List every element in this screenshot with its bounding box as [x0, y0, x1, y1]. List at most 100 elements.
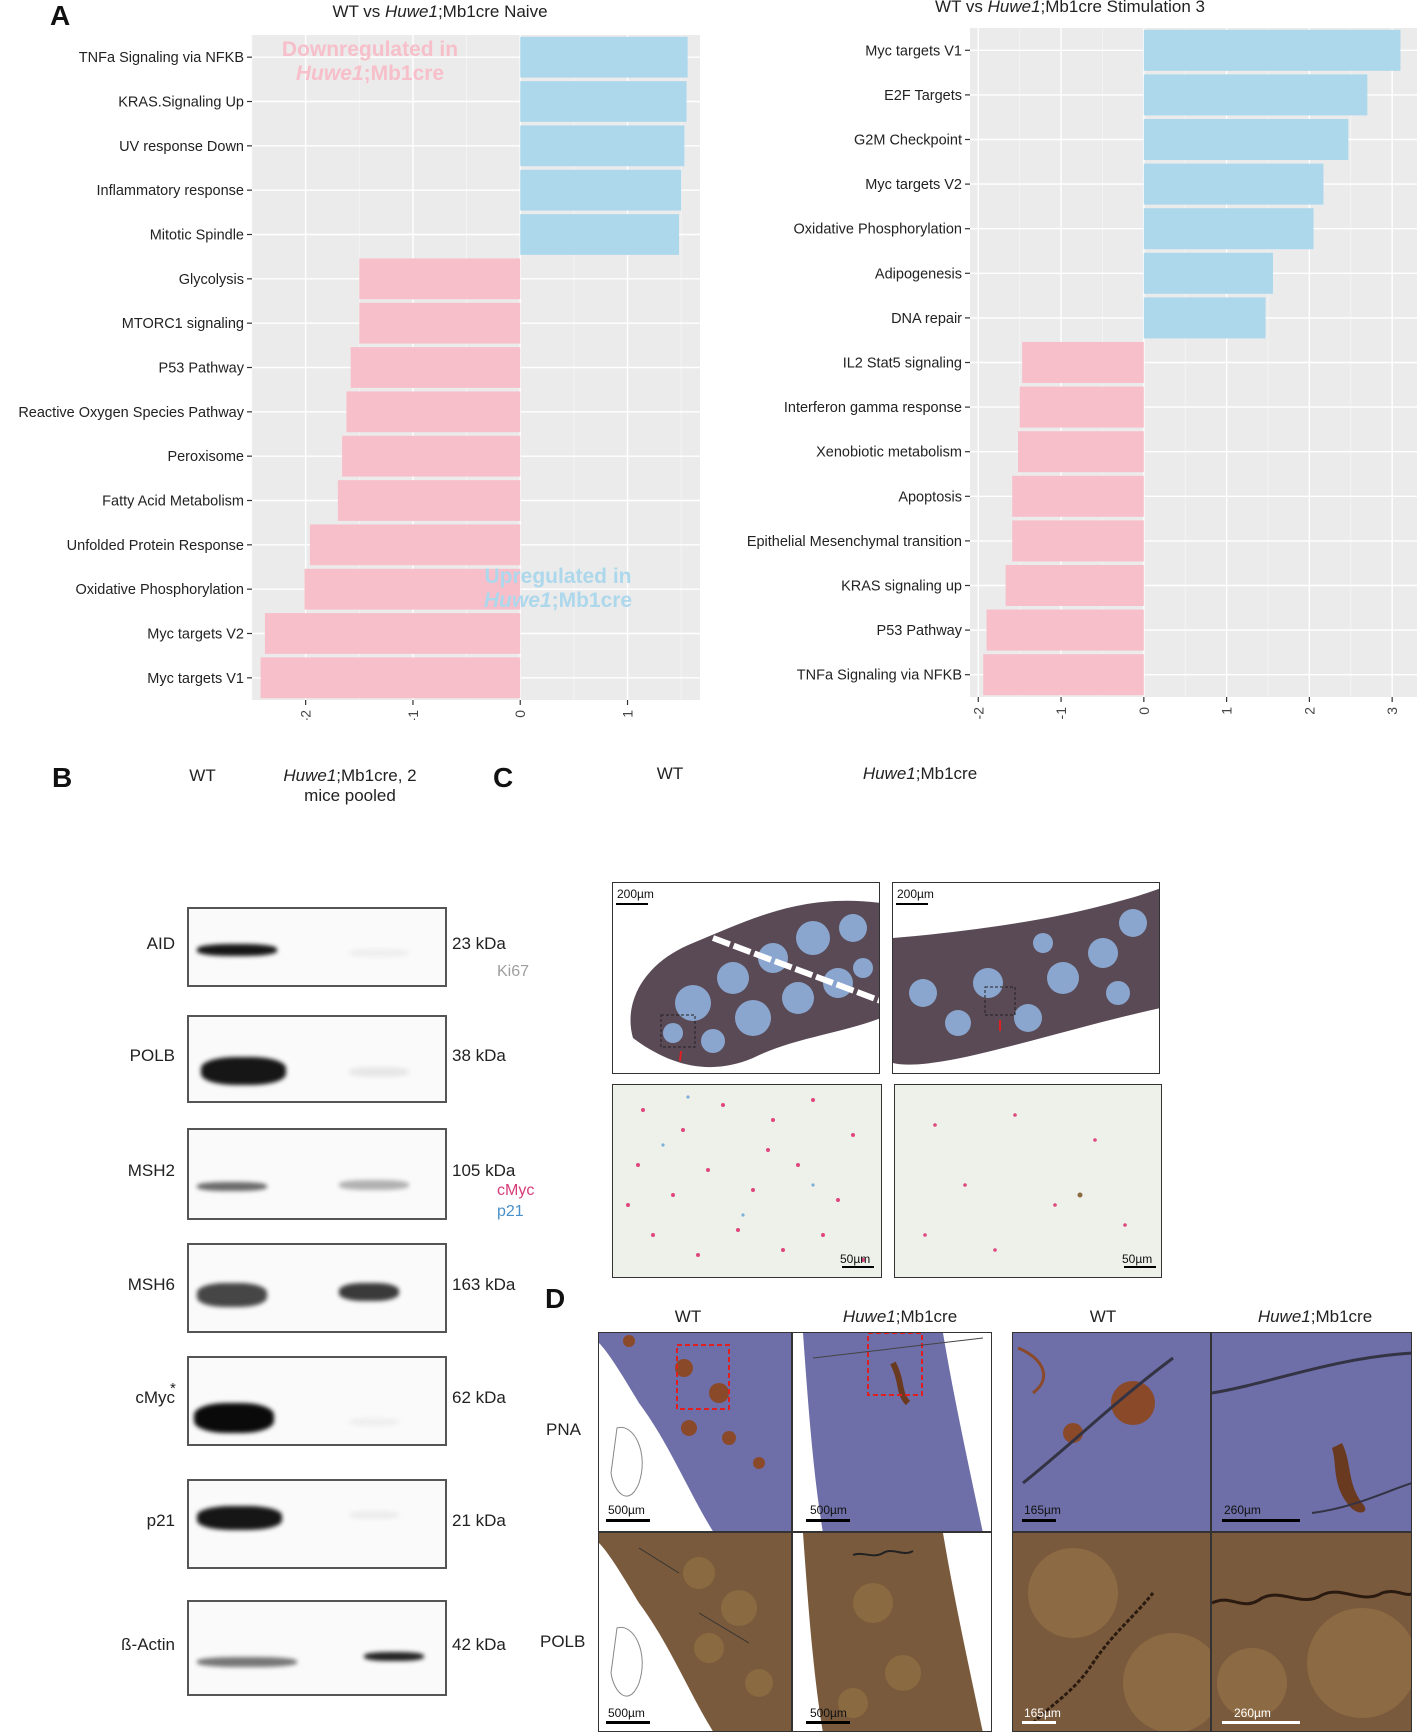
annotation-text: Downregulated in [281, 38, 459, 61]
category-label: Glycolysis [179, 272, 244, 288]
d-col-ko-1: Huwe1;Mb1cre [800, 1307, 1000, 1327]
category-label: Fatty Acid Metabolism [102, 494, 244, 510]
d-scale-label-pna-wt: 500µm [608, 1503, 645, 1517]
d-scalebar-pna-ko [806, 1519, 850, 1522]
category-label: Oxidative Phosphorylation [76, 582, 244, 598]
d-scalebar-polb-wt-zoom [1022, 1721, 1056, 1724]
band-wt [201, 1057, 286, 1085]
blot-kda: 23 kDa [452, 934, 506, 953]
annotation-gene: Huwe1 [295, 62, 364, 85]
blot-cmyc [187, 1356, 447, 1446]
category-label: Peroxisome [167, 449, 244, 465]
panel-c-letter: C [493, 762, 514, 793]
band-wt [197, 1506, 282, 1530]
title-text: ;Mb1cre Naive [437, 2, 548, 21]
panel-d-letter: D [545, 1283, 566, 1314]
title-text: WT vs [935, 0, 988, 16]
band-ko [349, 949, 409, 957]
cmyc-ko-dots [923, 1113, 1127, 1252]
band-ko [339, 1180, 409, 1190]
col-text: mice pooled [304, 786, 396, 805]
bar [1012, 520, 1144, 562]
x-tick-label: 1 [1219, 707, 1235, 715]
bar [1143, 118, 1349, 161]
category-label: Interferon gamma response [784, 400, 962, 416]
x-tick-label: 2 [1301, 707, 1317, 715]
category-label: UV response Down [119, 139, 244, 155]
annotation-gene: Huwe1 [483, 589, 552, 612]
blot-kda: 42 kDa [452, 1635, 506, 1654]
d-scale-label-polb-wt-zoom: 165µm [1024, 1706, 1061, 1720]
col-gene: Huwe1 [283, 766, 337, 785]
bar [359, 258, 521, 300]
bar [337, 480, 521, 521]
blot-label: MSH2 [127, 1161, 175, 1180]
blot-label: AID [146, 934, 175, 953]
category-label: Apoptosis [898, 489, 962, 505]
bar [350, 347, 521, 388]
category-label: G2M Checkpoint [854, 133, 962, 149]
blot-label: MSH6 [127, 1275, 175, 1294]
d-col-wt-2: WT [1089, 1307, 1117, 1326]
x-tick-label: -1 [1053, 707, 1069, 720]
blot-kda: 21 kDa [452, 1511, 506, 1530]
title-text: ;Mb1cre Stimulation 3 [1040, 0, 1205, 16]
category-label: Oxidative Phosphorylation [794, 222, 962, 238]
cmyc-wt-dots [626, 1095, 865, 1262]
category-label: Inflammatory response [97, 183, 244, 199]
scalebar-50-wt [842, 1266, 874, 1268]
bar [260, 657, 521, 699]
pna-ko-zoom-image [1211, 1332, 1412, 1532]
d-col-wt-1: WT [674, 1307, 702, 1326]
band-ko [339, 1283, 399, 1301]
nes-chart-stim3: Myc targets V1 E2F Targets G2M Checkpoint M… [747, 28, 1417, 720]
panel-a-letter: A [50, 0, 71, 31]
pna-ko-image [792, 1332, 992, 1532]
bar [520, 125, 685, 167]
band-wt [197, 944, 277, 956]
title-text: WT vs [332, 2, 386, 21]
bar [1143, 208, 1314, 250]
annotation-text: Upregulated in [484, 565, 632, 588]
category-label: Mitotic Spindle [150, 228, 244, 244]
polb-wt-zoom-image [1012, 1532, 1211, 1732]
annotation-text: ;Mb1cre [363, 62, 445, 85]
bar [1019, 386, 1144, 428]
panel-b-letter: B [52, 762, 73, 793]
band-ko [364, 1652, 424, 1661]
category-label: TNFa Signaling via NFKB [797, 668, 962, 684]
annotation-downregulated: Downregulated in Huwe1;Mb1cre [265, 38, 475, 86]
blot-label: cMyc [135, 1388, 175, 1407]
bar [983, 654, 1144, 696]
band-ko [349, 1511, 399, 1519]
d-scale-label-pna-ko: 500µm [810, 1503, 847, 1517]
ki67-wt-tissue [630, 900, 879, 1068]
d-scale-label-pna-ko-zoom: 260µm [1224, 1503, 1261, 1517]
col-gene: Huwe1 [862, 764, 916, 783]
d-scalebar-pna-wt [606, 1519, 650, 1522]
title-gene: Huwe1 [987, 0, 1041, 16]
chart-left-title: WT vs Huwe1;Mb1cre Naive [230, 2, 650, 22]
bar [359, 302, 521, 344]
x-tick-label: 0 [512, 710, 528, 718]
polb-ko-zoom-tissue [1212, 1590, 1411, 1718]
d-row-polb: POLB [540, 1632, 586, 1651]
d-scalebar-pna-ko-zoom [1222, 1519, 1300, 1522]
blot-kda: 163 kDa [452, 1275, 516, 1294]
blot-msh2 [187, 1128, 447, 1220]
blot-aid [187, 907, 447, 987]
ki67-ko-tissue [893, 888, 1159, 1065]
chart-right-title: WT vs Huwe1;Mb1cre Stimulation 3 [860, 0, 1280, 17]
pna-wt-image [598, 1332, 792, 1532]
d-scalebar-pna-wt-zoom [1022, 1519, 1056, 1522]
polb-wt-zoom-tissue [1028, 1548, 1210, 1731]
scalebar-label-200-ko: 200µm [897, 887, 934, 901]
category-label: MTORC1 signaling [122, 316, 244, 332]
bar [520, 214, 680, 255]
bar [346, 391, 521, 433]
band-ko [349, 1067, 409, 1077]
bar [1022, 341, 1144, 384]
d-scale-label-polb-ko: 500µm [810, 1706, 847, 1720]
blot-msh6 [187, 1243, 447, 1333]
blot-actin [187, 1600, 447, 1696]
